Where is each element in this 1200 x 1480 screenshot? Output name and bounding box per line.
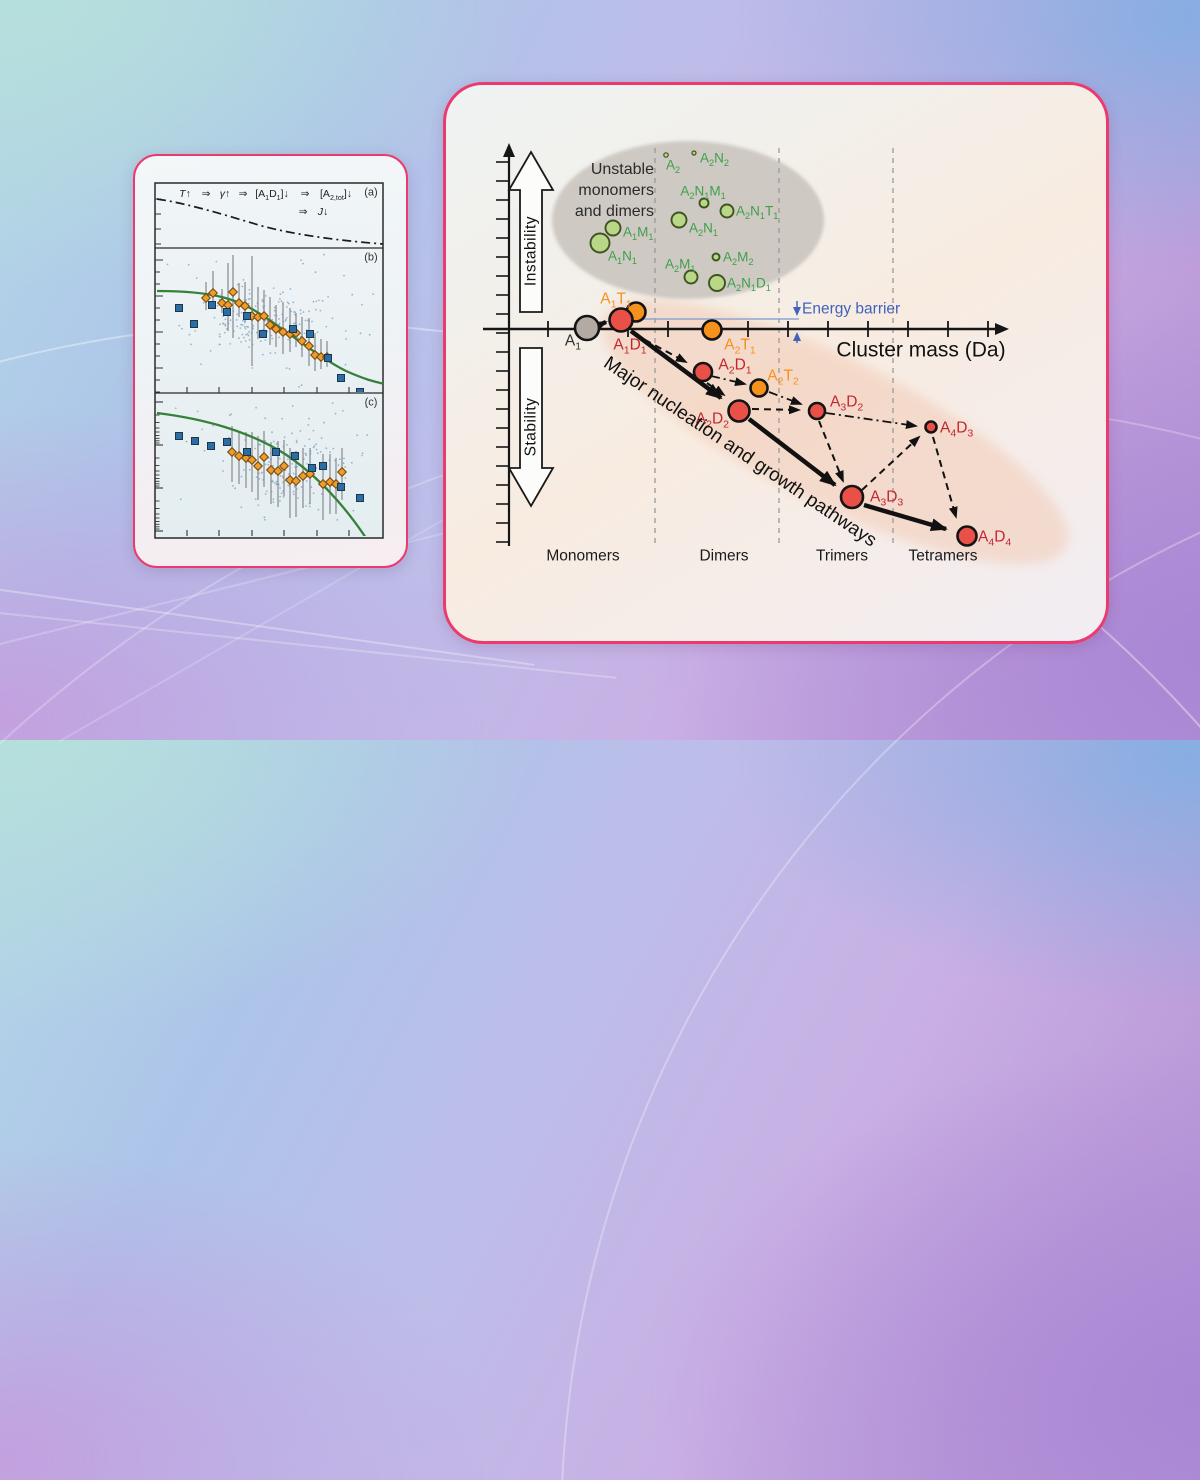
left-figure-card (133, 154, 408, 568)
nucleation-diagram-card (443, 82, 1109, 644)
